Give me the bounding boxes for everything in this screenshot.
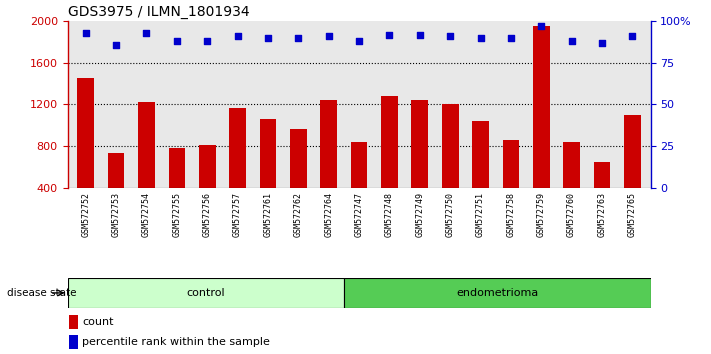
Text: GSM572753: GSM572753 bbox=[112, 192, 121, 237]
Text: GSM572749: GSM572749 bbox=[415, 192, 424, 237]
Point bbox=[566, 38, 577, 44]
Bar bbox=[563, 142, 580, 229]
Text: GSM572763: GSM572763 bbox=[597, 192, 606, 237]
Point bbox=[110, 42, 122, 47]
Bar bbox=[77, 79, 94, 229]
Bar bbox=[472, 121, 489, 229]
Bar bbox=[260, 119, 277, 229]
Point bbox=[262, 35, 274, 41]
Bar bbox=[69, 335, 77, 348]
Bar bbox=[138, 102, 155, 229]
Point bbox=[80, 30, 92, 36]
Bar bbox=[412, 100, 428, 229]
Point bbox=[201, 38, 213, 44]
Text: GSM572762: GSM572762 bbox=[294, 192, 303, 237]
Text: GDS3975 / ILMN_1801934: GDS3975 / ILMN_1801934 bbox=[68, 5, 249, 19]
Point bbox=[597, 40, 608, 46]
Point bbox=[232, 33, 243, 39]
Text: GSM572747: GSM572747 bbox=[355, 192, 363, 237]
Text: GSM572751: GSM572751 bbox=[476, 192, 485, 237]
Point bbox=[323, 33, 334, 39]
Point bbox=[506, 35, 517, 41]
Text: GSM572756: GSM572756 bbox=[203, 192, 212, 237]
Point bbox=[444, 33, 456, 39]
Point bbox=[626, 33, 638, 39]
Text: count: count bbox=[82, 318, 114, 327]
Bar bbox=[594, 162, 610, 229]
Text: GSM572759: GSM572759 bbox=[537, 192, 546, 237]
Bar bbox=[199, 145, 215, 229]
Bar bbox=[351, 142, 368, 229]
Text: endometrioma: endometrioma bbox=[456, 288, 538, 298]
Point bbox=[353, 38, 365, 44]
Text: GSM572752: GSM572752 bbox=[81, 192, 90, 237]
Text: GSM572765: GSM572765 bbox=[628, 192, 637, 237]
Point bbox=[384, 32, 395, 38]
Text: GSM572754: GSM572754 bbox=[142, 192, 151, 237]
Text: GSM572758: GSM572758 bbox=[506, 192, 515, 237]
Text: GSM572755: GSM572755 bbox=[172, 192, 181, 237]
Point bbox=[293, 35, 304, 41]
Point bbox=[475, 35, 486, 41]
Bar bbox=[321, 100, 337, 229]
Bar bbox=[108, 153, 124, 229]
Bar bbox=[68, 278, 343, 308]
Point bbox=[171, 38, 183, 44]
Bar bbox=[624, 115, 641, 229]
Text: GSM572757: GSM572757 bbox=[233, 192, 242, 237]
Text: percentile rank within the sample: percentile rank within the sample bbox=[82, 337, 270, 347]
Bar bbox=[381, 96, 397, 229]
Text: GSM572764: GSM572764 bbox=[324, 192, 333, 237]
Point bbox=[414, 32, 425, 38]
Point bbox=[141, 30, 152, 36]
Text: GSM572748: GSM572748 bbox=[385, 192, 394, 237]
Point bbox=[535, 23, 547, 29]
Text: control: control bbox=[186, 288, 225, 298]
Bar bbox=[69, 315, 77, 329]
Bar bbox=[442, 104, 459, 229]
Text: GSM572760: GSM572760 bbox=[567, 192, 576, 237]
Bar bbox=[503, 140, 519, 229]
Bar bbox=[343, 278, 651, 308]
Text: GSM572750: GSM572750 bbox=[446, 192, 454, 237]
Bar bbox=[169, 148, 185, 229]
Text: disease state: disease state bbox=[7, 288, 77, 298]
Bar bbox=[533, 27, 550, 229]
Text: GSM572761: GSM572761 bbox=[264, 192, 272, 237]
Bar bbox=[290, 130, 306, 229]
Bar bbox=[229, 108, 246, 229]
